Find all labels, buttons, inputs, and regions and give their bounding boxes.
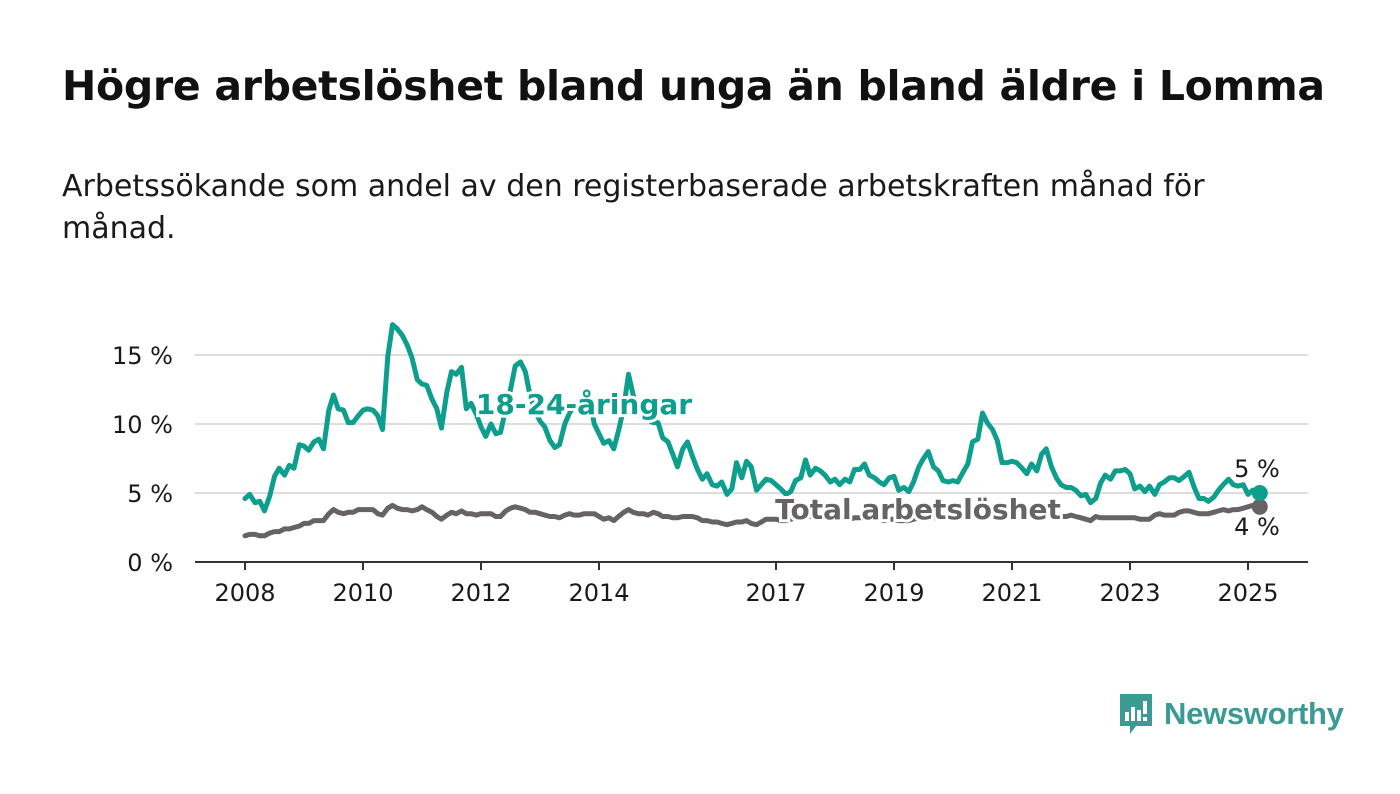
series-label-youth: 18-24-åringar — [476, 388, 692, 421]
x-tick-label: 2019 — [863, 579, 924, 607]
y-tick-label: 10 % — [112, 411, 173, 439]
newsworthy-icon — [1120, 694, 1152, 734]
x-tick-label: 2025 — [1217, 579, 1278, 607]
chart-title: Högre arbetslöshet bland unga än bland ä… — [62, 62, 1325, 110]
series-line-youth — [242, 322, 1263, 514]
series-lines — [242, 322, 1268, 539]
series-label-total: Total arbetslöshet — [775, 493, 1061, 526]
y-tick-label: 0 % — [127, 549, 173, 577]
end-point-youth — [1251, 485, 1268, 501]
x-tick-label: 2012 — [450, 579, 511, 607]
x-tick-label: 2021 — [981, 579, 1042, 607]
axes: 0 % 5 % 10 % 15 % 2008 2010 2012 2014 2017 2019 20… — [112, 342, 1308, 607]
newsworthy-logo: Newsworthy — [1118, 690, 1344, 738]
x-tick-label: 2023 — [1099, 579, 1160, 607]
end-label-youth: 5 % — [1234, 455, 1280, 483]
brand-name: Newsworthy — [1164, 696, 1344, 731]
end-label-total: 4 % — [1234, 513, 1280, 541]
y-tick-label: 5 % — [127, 480, 173, 508]
chart-subtitle: Arbetssökande som andel av den registerb… — [62, 169, 1205, 246]
x-tick-label: 2017 — [745, 579, 806, 607]
y-tick-label: 15 % — [112, 342, 173, 370]
end-point-total — [1251, 498, 1268, 515]
series-line-total — [242, 502, 1263, 539]
series-labels: 18-24-åringar Total arbetslöshet 5 % 4 % — [473, 385, 1282, 544]
x-tick-label: 2010 — [332, 579, 393, 607]
x-tick-label: 2008 — [214, 579, 275, 607]
x-tick-label: 2014 — [568, 579, 629, 607]
